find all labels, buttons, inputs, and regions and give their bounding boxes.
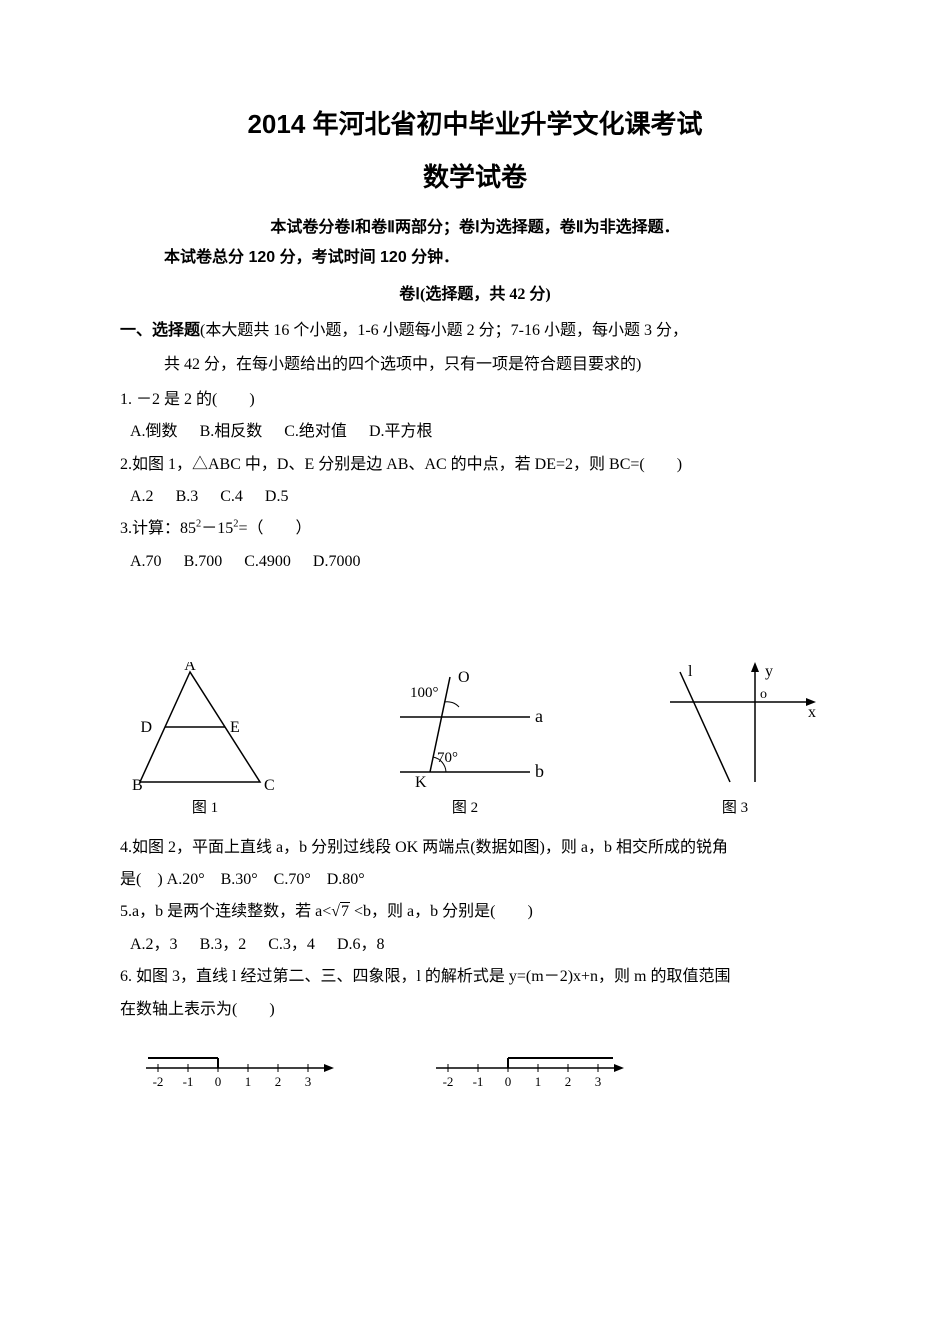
svg-text:b: b (535, 761, 544, 781)
instruction-line-2: 本试卷总分 120 分，考试时间 120 分钟． (164, 243, 830, 273)
svg-text:3: 3 (305, 1074, 312, 1089)
svg-text:O: O (458, 669, 470, 686)
q1-stem: 1. －2 是 2 的( ) (120, 385, 830, 415)
q5-option-d: D.6，8 (337, 936, 385, 953)
q2-option-c: C.4 (220, 488, 243, 505)
q3-option-b: B.700 (184, 553, 223, 570)
q4-stem: 4.如图 2，平面上直线 a，b 分别过线段 OK 两端点(数据如图)，则 a，… (120, 833, 830, 863)
svg-text:-2: -2 (443, 1074, 454, 1089)
q3-stem-suffix: =（ ） (238, 520, 311, 537)
q3-option-c: C.4900 (244, 553, 291, 570)
svg-text:o: o (760, 687, 767, 702)
q5-option-c: C.3，4 (268, 936, 315, 953)
section-intro-lead: 一、选择题 (120, 322, 200, 339)
svg-text:1: 1 (535, 1074, 542, 1089)
svg-text:x: x (808, 704, 816, 721)
figure-2-svg: O K a b 100° 70° (380, 662, 550, 792)
svg-text:B: B (132, 777, 143, 792)
q1-option-a: A.倒数 (130, 423, 178, 440)
svg-text:K: K (415, 774, 427, 791)
q1-option-c: C.绝对值 (284, 423, 347, 440)
svg-text:2: 2 (565, 1074, 572, 1089)
svg-text:D: D (140, 719, 152, 736)
q3-option-a: A.70 (130, 553, 162, 570)
svg-text:y: y (765, 663, 773, 680)
q5-option-a: A.2，3 (130, 936, 178, 953)
svg-text:1: 1 (245, 1074, 252, 1089)
figure-3: l y x o 图 3 (650, 662, 820, 823)
q6-line2: 在数轴上表示为( ) (120, 995, 830, 1025)
svg-text:3: 3 (595, 1074, 602, 1089)
q5-radicand: 7 (340, 902, 350, 920)
svg-text:A: A (184, 662, 196, 674)
svg-text:70°: 70° (437, 750, 458, 766)
section-1-label-bold: 卷Ⅰ(选择题，共 42 分) (399, 286, 550, 303)
q3-stem-prefix: 3.计算：85 (120, 520, 196, 537)
figure-1-svg: A B C D E (130, 662, 280, 792)
section-intro: 一、选择题(本大题共 16 个小题，1-6 小题每小题 2 分；7-16 小题，… (120, 316, 830, 346)
page-title: 2014 年河北省初中毕业升学文化课考试 (120, 100, 830, 149)
figure-3-svg: l y x o (650, 662, 820, 792)
figure-2: O K a b 100° 70° 图 2 (380, 662, 550, 823)
q5-option-b: B.3，2 (200, 936, 247, 953)
q2-option-b: B.3 (176, 488, 199, 505)
svg-text:l: l (688, 663, 693, 680)
svg-text:-1: -1 (183, 1074, 194, 1089)
instruction-line-1: 本试卷分卷Ⅰ和卷Ⅱ两部分；卷Ⅰ为选择题，卷Ⅱ为非选择题． (120, 213, 830, 243)
section-intro-line-2: 共 42 分，在每小题给出的四个选项中，只有一项是符合题目要求的) (164, 350, 830, 380)
svg-text:C: C (264, 777, 275, 792)
section-1-label: 卷Ⅰ(选择题，共 42 分) (120, 280, 830, 310)
q3-stem-mid: －15 (201, 520, 233, 537)
q3-option-d: D.7000 (313, 553, 361, 570)
svg-text:-1: -1 (473, 1074, 484, 1089)
svg-text:-2: -2 (153, 1074, 164, 1089)
svg-text:0: 0 (215, 1074, 222, 1089)
numberline-row: -2 -1 0 1 2 3 -2 -1 0 1 2 3 (138, 1043, 830, 1093)
q4-line2: 是( ) A.20° B.30° C.70° D.80° (120, 865, 830, 895)
figure-1: A B C D E 图 1 (130, 662, 280, 823)
svg-text:a: a (535, 706, 543, 726)
q2-options: A.2 B.3 C.4 D.5 (130, 482, 830, 512)
q5-stem-suffix: <b，则 a，b 分别是( ) (350, 903, 533, 920)
numberline-a: -2 -1 0 1 2 3 (138, 1043, 358, 1093)
svg-text:2: 2 (275, 1074, 282, 1089)
q2-option-a: A.2 (130, 488, 154, 505)
q3-options: A.70 B.700 C.4900 D.7000 (130, 547, 830, 577)
svg-text:100°: 100° (410, 685, 439, 701)
sqrt-icon: 7 (331, 897, 350, 927)
figure-3-caption: 图 3 (650, 794, 820, 823)
q1-option-d: D.平方根 (369, 423, 433, 440)
q2-option-d: D.5 (265, 488, 289, 505)
q1-option-b: B.相反数 (200, 423, 263, 440)
svg-text:E: E (230, 719, 240, 736)
figure-2-caption: 图 2 (380, 794, 550, 823)
figure-1-caption: 图 1 (130, 794, 280, 823)
q2-stem: 2.如图 1，△ABC 中，D、E 分别是边 AB、AC 的中点，若 DE=2，… (120, 450, 830, 480)
section-intro-rest: (本大题共 16 个小题，1-6 小题每小题 2 分；7-16 小题，每小题 3… (200, 322, 688, 339)
numberline-b: -2 -1 0 1 2 3 (428, 1043, 648, 1093)
q5-stem-prefix: 5.a，b 是两个连续整数，若 a< (120, 903, 331, 920)
q5-options: A.2，3 B.3，2 C.3，4 D.6，8 (130, 930, 830, 960)
svg-text:0: 0 (505, 1074, 512, 1089)
q5-stem: 5.a，b 是两个连续整数，若 a< 7 <b，则 a，b 分别是( ) (120, 897, 830, 927)
page-subtitle: 数学试卷 (120, 153, 830, 202)
q1-options: A.倒数 B.相反数 C.绝对值 D.平方根 (130, 417, 830, 447)
q6-stem: 6. 如图 3，直线 l 经过第二、三、四象限，l 的解析式是 y=(m－2)x… (120, 962, 830, 992)
figures-row: A B C D E 图 1 O K a b 100° 70° 图 2 (120, 662, 830, 823)
q3-stem: 3.计算：852－152=（ ） (120, 514, 830, 544)
